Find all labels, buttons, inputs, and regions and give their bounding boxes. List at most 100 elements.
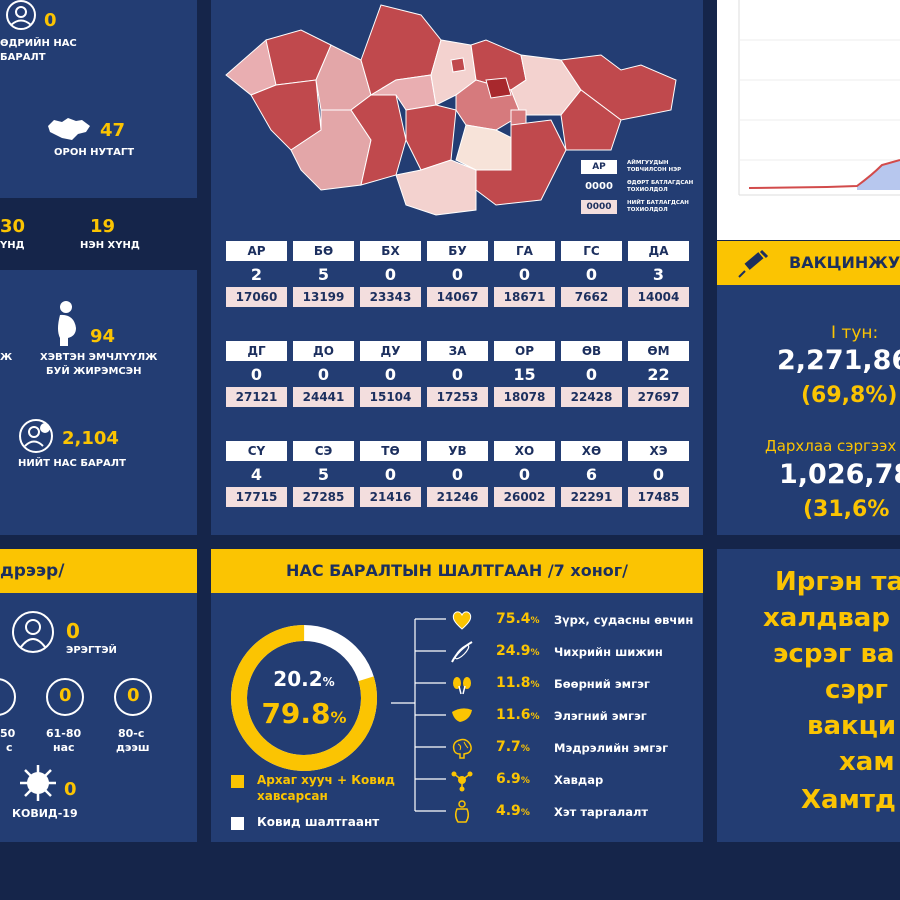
province-code: СҮ	[226, 441, 287, 461]
province-daily: 0	[652, 465, 665, 484]
legend-yellow-label-2: хавсарсан	[257, 789, 328, 803]
province-daily: 0	[451, 465, 464, 484]
province-daily: 0	[518, 465, 531, 484]
province-code: ДА	[628, 241, 689, 261]
province-code: ХӨ	[561, 441, 622, 461]
booster-value: 1,026,78	[779, 459, 900, 490]
province-daily: 0	[317, 365, 330, 384]
cause-percent-sign: %	[530, 616, 540, 626]
liver-icon	[452, 708, 472, 722]
causes-header: НАС БАРАЛТЫН ШАЛТГААН /7 хоног/	[286, 561, 628, 580]
cause-percent: 75.4%	[496, 611, 540, 627]
critical-value: 19	[90, 216, 116, 237]
province-total: 7662	[561, 287, 622, 307]
legend-daily-text-2: ТОХИОЛДОЛ	[627, 187, 668, 193]
province-daily: 5	[317, 265, 330, 284]
severe-label: ҮНД	[0, 240, 25, 251]
total-deaths-value: 2,104	[62, 428, 119, 449]
province-total: 14004	[628, 287, 689, 307]
legend-total-text-1: НИЙТ БАТЛАГДСАН	[627, 200, 689, 206]
gender-age-panel: дрээр/ 0 ЭРЭГТЭЙ 50 с 0 61-80 нас 0 80-с…	[0, 549, 197, 842]
age-group-1-label-2: с	[6, 741, 13, 754]
heart-icon	[452, 611, 472, 630]
booster-percent: (31,6%	[803, 497, 890, 522]
syringe-icon	[735, 247, 771, 281]
province-daily: 0	[585, 265, 598, 284]
cause-percent-value: 24.9	[496, 643, 531, 659]
legend-yellow-swatch	[231, 775, 244, 788]
province-dornogovi	[475, 119, 567, 206]
province-code: ТӨ	[360, 441, 421, 461]
age-group-2-label: 61-80	[46, 727, 82, 740]
dose1-percent: (69,8%)	[801, 383, 898, 408]
province-daily: 3	[652, 265, 665, 284]
cause-percent-sign: %	[520, 776, 530, 786]
vaccine-header-bar: ВАКЦИНЖУ	[717, 241, 900, 285]
province-daily: 0	[384, 265, 397, 284]
province-total: 24441	[293, 387, 354, 407]
pregnant-label-2: БУЙ ЖИРЭМСЭН	[46, 366, 142, 377]
province-daily: 0	[585, 365, 598, 384]
province-total: 27697	[628, 387, 689, 407]
message-line-5: вакци	[807, 711, 897, 741]
province-code: ДУ	[360, 341, 421, 361]
province-total: 18078	[494, 387, 555, 407]
cause-percent: 6.9%	[496, 771, 530, 787]
male-icon	[12, 611, 54, 653]
province-bayankhongor	[350, 94, 407, 186]
cause-percent-sign: %	[530, 680, 540, 690]
province-total: 13199	[293, 287, 354, 307]
province-total: 21246	[427, 487, 488, 507]
booster-label: Дархлаа сэргээх	[765, 437, 897, 455]
pregnant-icon	[50, 300, 82, 346]
province-code: ӨМ	[628, 341, 689, 361]
province-code: ДО	[293, 341, 354, 361]
dose1-value: 2,271,86	[777, 345, 900, 376]
province-daily: 0	[384, 465, 397, 484]
covid-label: КОВИД-19	[12, 807, 78, 820]
deaths-today-label-2: БАРАЛТ	[0, 52, 46, 63]
cause-percent-sign: %	[520, 808, 530, 818]
age-group-1-circle	[0, 678, 16, 716]
province-total: 17253	[427, 387, 488, 407]
vaccine-header: ВАКЦИНЖУ	[789, 253, 900, 272]
deaths-today-label-1: ӨДРИЙН НАС	[0, 38, 77, 49]
province-total: 27121	[226, 387, 287, 407]
message-panel: Иргэн та халдвар эсрэг ва сэрг вакци хам…	[717, 549, 900, 842]
severity-band: 30 ҮНД 19 НЭН ХҮНД	[0, 198, 197, 270]
cause-donut-chart	[231, 625, 377, 771]
province-code: ХЭ	[628, 441, 689, 461]
province-total: 15104	[360, 387, 421, 407]
cause-label: Чихрийн шижин	[554, 645, 663, 659]
province-code: ОР	[494, 341, 555, 361]
virus-icon	[18, 763, 58, 803]
stats-panel: 0 ӨДРИЙН НАС БАРАЛТ 47 ОРОН НУТАГТ 30 ҮН…	[0, 0, 197, 535]
province-sukhbaatar	[560, 89, 622, 151]
age-group-3-label-2: дээш	[116, 741, 150, 754]
province-code: ХО	[494, 441, 555, 461]
donut-slice-chronic-plus-covid	[231, 625, 377, 771]
province-table: АР 2 17060 БӨ 5 13199 БХ 0 23343 БУ 0 14…	[211, 0, 703, 535]
tumor-icon	[451, 771, 473, 792]
age-group-1-label: 50	[0, 727, 16, 740]
total-deaths-label: НИЙТ НАС БАРАЛТ	[18, 458, 126, 469]
province-total: 27285	[293, 487, 354, 507]
province-code: БӨ	[293, 241, 354, 261]
cause-percent: 11.8%	[496, 675, 540, 691]
message-line-2: халдвар	[763, 603, 890, 633]
cause-percent-sign: %	[520, 744, 530, 754]
province-daily: 4	[250, 465, 263, 484]
province-total: 14067	[427, 287, 488, 307]
legend-total-text-2: ТОХИОЛДОЛ	[627, 207, 668, 213]
gender-header-bar: дрээр/	[0, 549, 197, 593]
brain-icon	[452, 738, 472, 759]
message-line-1: Иргэн та	[775, 567, 900, 597]
province-orkhon	[450, 57, 466, 73]
covid-value: 0	[64, 779, 77, 800]
total-deaths-icon	[18, 418, 54, 454]
cause-percent-sign: %	[530, 648, 540, 658]
province-total: 21416	[360, 487, 421, 507]
province-total: 18671	[494, 287, 555, 307]
province-code: ӨВ	[561, 341, 622, 361]
cause-label: Хэт таргалалт	[554, 805, 649, 819]
